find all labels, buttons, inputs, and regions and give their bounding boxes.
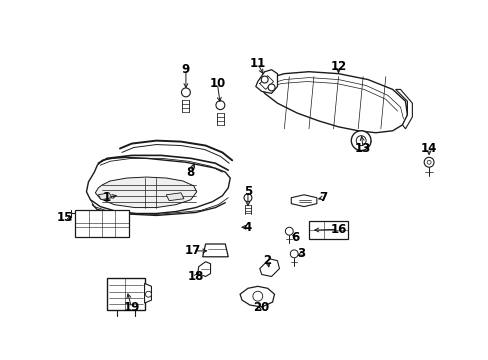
- Text: 20: 20: [253, 301, 269, 315]
- Polygon shape: [166, 193, 183, 201]
- Text: 12: 12: [330, 60, 346, 73]
- Text: 8: 8: [186, 166, 195, 179]
- Text: 11: 11: [249, 57, 265, 70]
- Text: 7: 7: [319, 191, 327, 204]
- Bar: [308, 221, 347, 239]
- Circle shape: [267, 84, 274, 91]
- Polygon shape: [240, 286, 274, 307]
- Polygon shape: [197, 262, 210, 276]
- Polygon shape: [291, 195, 316, 207]
- Text: 2: 2: [263, 254, 271, 267]
- Circle shape: [216, 101, 224, 109]
- Circle shape: [181, 88, 190, 97]
- Polygon shape: [86, 157, 230, 213]
- Circle shape: [423, 157, 433, 167]
- Polygon shape: [202, 244, 228, 257]
- Text: 13: 13: [354, 142, 370, 155]
- Text: 4: 4: [244, 221, 251, 234]
- Text: 1: 1: [103, 191, 111, 204]
- Text: 15: 15: [57, 211, 73, 224]
- Polygon shape: [395, 89, 411, 129]
- Circle shape: [261, 76, 267, 83]
- Circle shape: [426, 160, 430, 164]
- Bar: [75, 210, 128, 237]
- Polygon shape: [259, 72, 407, 133]
- Text: 18: 18: [187, 270, 203, 283]
- Polygon shape: [259, 259, 279, 276]
- Text: 17: 17: [184, 244, 201, 257]
- Text: 9: 9: [182, 63, 190, 76]
- Polygon shape: [144, 283, 151, 303]
- Text: 19: 19: [123, 301, 140, 315]
- Polygon shape: [255, 70, 277, 93]
- Circle shape: [290, 250, 298, 258]
- Polygon shape: [95, 177, 196, 208]
- Text: 16: 16: [330, 223, 346, 236]
- Circle shape: [350, 131, 370, 150]
- Text: 3: 3: [296, 247, 305, 260]
- Circle shape: [285, 227, 293, 235]
- Circle shape: [252, 291, 262, 301]
- Circle shape: [145, 291, 151, 297]
- Circle shape: [356, 136, 366, 145]
- Text: 14: 14: [420, 142, 436, 155]
- Text: 10: 10: [209, 77, 225, 90]
- Polygon shape: [98, 193, 112, 200]
- Circle shape: [244, 194, 251, 202]
- Text: 5: 5: [244, 185, 251, 198]
- Text: 6: 6: [290, 231, 299, 244]
- Bar: [107, 278, 144, 310]
